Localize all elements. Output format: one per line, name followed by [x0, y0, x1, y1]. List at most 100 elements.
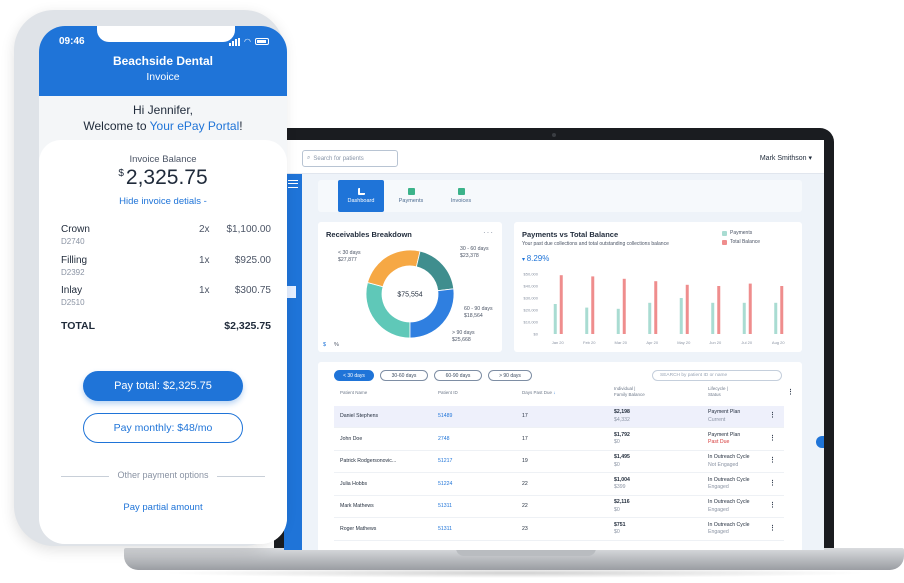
header-patient-name[interactable]: Patient Name [340, 390, 368, 395]
sidebar-active-item[interactable] [284, 286, 296, 298]
payments-chart-title: Payments vs Total Balance [522, 230, 619, 239]
trend-down-icon: ▾ [522, 257, 527, 263]
tab-invoices[interactable]: Invoices [438, 180, 484, 212]
patient-id-link[interactable]: 51311 [438, 525, 453, 532]
table-search-input[interactable]: SEARCH by patient ID or name [652, 370, 782, 381]
toggle-dollar[interactable]: $ [323, 342, 327, 348]
row-menu-icon[interactable]: ⋮ [769, 479, 776, 487]
receivables-donut-chart: $75,554 [365, 249, 455, 339]
invoice-balance-amount: $2,325.75 [39, 166, 287, 190]
patients-table-card: < 30 days 30-60 days 60-90 days > 90 day… [318, 362, 802, 550]
header-days-past-due[interactable]: Days Past Due ↓ [522, 390, 556, 396]
total-balance-bar [717, 286, 721, 334]
row-menu-icon[interactable]: ⋮ [769, 457, 776, 464]
filter-lt30[interactable]: < 30 days [334, 370, 374, 381]
filter-gt90[interactable]: > 90 days [488, 370, 532, 381]
table-row[interactable]: Mark Mathews 51311 22 $2,116 $0 In Outreach C… [334, 496, 784, 518]
header-patient-id[interactable]: Patient ID [438, 390, 458, 395]
row-menu-icon[interactable]: ⋮ [769, 434, 776, 442]
status-cell: Payment Plan Current [708, 409, 740, 424]
individual-balance: $2,198 [614, 409, 630, 415]
hide-details-link[interactable]: Hide invoice detials - [119, 196, 207, 207]
patient-id-link[interactable]: 51217 [438, 458, 453, 464]
row-menu-icon[interactable]: ⋮ [769, 524, 776, 532]
table-row[interactable]: Patrick Rodgersonovic... 51217 19 $1,495 $0 I… [334, 451, 784, 473]
y-tick-label: $30,000 [524, 296, 539, 301]
days-past-due: 17 [522, 413, 528, 419]
columns-menu-icon[interactable]: ⋮ [787, 389, 794, 396]
toggle-percent[interactable]: % [334, 342, 339, 348]
donut-label-lt30: < 30 days $27,877 [338, 250, 361, 263]
y-tick-label: $40,000 [524, 284, 539, 289]
row-menu-icon[interactable]: ⋮ [769, 412, 776, 419]
payments-bar [648, 302, 652, 334]
pay-partial-link[interactable]: Pay partial amount [123, 502, 203, 513]
tab-payments[interactable]: Payments [388, 180, 434, 212]
header-balance-1: Individual | [614, 386, 636, 391]
filter-30-60[interactable]: 30-60 days [380, 370, 428, 381]
table-row[interactable]: Julia Hobbs 51224 22 $1,004 $399 In Outreach … [334, 474, 784, 496]
status-cell: In Outreach Cycle Not Engaged [708, 454, 750, 469]
slice-60-90[interactable] [415, 250, 455, 292]
battery-icon [255, 38, 269, 45]
more-options-icon[interactable]: ··· [483, 228, 494, 237]
line-item: Crown D2740 2x $1,100.00 [61, 224, 271, 250]
payments-bar [774, 302, 778, 334]
family-balance: $0 [614, 461, 620, 468]
invoice-balance-label: Invoice Balance [129, 154, 197, 165]
hamburger-menu-icon[interactable] [288, 180, 298, 188]
legend-total-balance-swatch [722, 239, 727, 245]
payments-icon [407, 188, 415, 195]
table-row[interactable]: Daniel Stephens 51489 17 $2,198 $4,332 Paymen… [334, 406, 784, 428]
y-tick-label: $50,000 [524, 272, 539, 277]
header-status[interactable]: Lifecycle | Status [708, 386, 728, 398]
sort-down-icon: ↓ [553, 390, 556, 395]
header-balance-2: Family Balance [614, 391, 645, 397]
portal-name: Your ePay Portal [149, 119, 240, 134]
tab-dashboard[interactable]: Dashboard [338, 180, 384, 212]
lifecycle: In Outreach Cycle [708, 476, 750, 483]
table-row[interactable]: John Doe 2748 17 $1,792 $0 Payment Plan Past D… [334, 429, 784, 451]
filter-60-90[interactable]: 60-90 days [434, 370, 482, 381]
patient-id-link[interactable]: 2748 [438, 435, 450, 442]
item-name: Filling [61, 255, 88, 266]
tab-bar: Dashboard Payments Invoices [318, 180, 802, 212]
user-menu[interactable]: Mark Smithson ▾ [760, 154, 812, 162]
x-tick-label: Jul 20 [741, 340, 752, 345]
invoice-card: Invoice Balance $2,325.75 Hide invoice d… [39, 140, 287, 544]
donut-label-60-90: 60 - 90 days $18,564 [464, 306, 493, 319]
line-item: Inlay D2510 1x $300.75 [61, 285, 271, 311]
table-row[interactable]: Roger Mathews 51311 23 $751 $0 In Outreach Cy… [334, 519, 784, 541]
slice-gt90[interactable] [409, 288, 455, 339]
individual-balance: $1,004 [614, 476, 630, 483]
pay-monthly-button[interactable]: Pay monthly: $48/mo [83, 413, 243, 443]
legend-total-balance-label: Total Balance [730, 239, 761, 245]
patient-id-link[interactable]: 51224 [438, 480, 453, 487]
total-balance-bar [780, 286, 784, 334]
patient-id-link[interactable]: 51489 [438, 413, 453, 419]
collapse-panel-icon[interactable] [816, 436, 824, 448]
tab-payments-label: Payments [398, 198, 424, 204]
pay-total-button[interactable]: Pay total: $2,325.75 [83, 371, 243, 401]
header-balance[interactable]: Individual | Family Balance [614, 386, 645, 398]
tab-dashboard-label: Dashboard [347, 198, 375, 204]
practice-name: Beachside Dental [112, 54, 214, 68]
slice-30-60[interactable] [367, 249, 421, 288]
laptop-base [124, 548, 904, 570]
x-tick-label: Aug 20 [772, 340, 785, 345]
signal-icon [229, 37, 241, 46]
patient-id-link[interactable]: 51311 [438, 503, 453, 509]
family-balance: $0 [614, 439, 620, 446]
patient-search-input[interactable]: ⌕ Search for patients [302, 150, 398, 167]
search-icon: ⌕ [307, 155, 311, 161]
phone-frame: 09:46 ◠ Beachside Dental Invoice Hi Jenn… [14, 10, 287, 546]
status-cell: In Outreach Cycle Engaged [708, 477, 750, 492]
balance-cell: $1,792 $0 [614, 432, 630, 447]
row-menu-icon[interactable]: ⋮ [769, 502, 776, 509]
item-amount: $300.75 [234, 285, 271, 296]
total-balance-bar [654, 281, 658, 334]
laptop-notch [456, 548, 596, 556]
item-name: Crown [61, 224, 90, 235]
status-cell: Payment Plan Past Due [708, 432, 740, 447]
